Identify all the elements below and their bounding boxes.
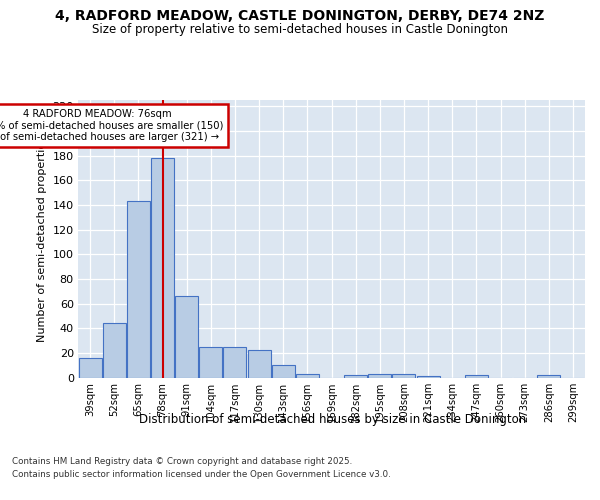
Bar: [392, 374, 415, 378]
Bar: [175, 296, 198, 378]
Bar: [344, 375, 367, 378]
Bar: [151, 158, 174, 378]
Bar: [465, 375, 488, 378]
Bar: [199, 346, 222, 378]
Y-axis label: Number of semi-detached properties: Number of semi-detached properties: [37, 136, 47, 342]
Bar: [296, 374, 319, 378]
Bar: [248, 350, 271, 378]
Bar: [103, 323, 125, 378]
Bar: [538, 375, 560, 378]
Text: Contains HM Land Registry data © Crown copyright and database right 2025.: Contains HM Land Registry data © Crown c…: [12, 457, 352, 466]
Bar: [416, 376, 440, 378]
Text: Size of property relative to semi-detached houses in Castle Donington: Size of property relative to semi-detach…: [92, 22, 508, 36]
Bar: [127, 201, 150, 378]
Text: Contains public sector information licensed under the Open Government Licence v3: Contains public sector information licen…: [12, 470, 391, 479]
Bar: [79, 358, 101, 378]
Text: Distribution of semi-detached houses by size in Castle Donington: Distribution of semi-detached houses by …: [139, 412, 527, 426]
Bar: [272, 365, 295, 378]
Bar: [223, 346, 247, 378]
Bar: [368, 374, 391, 378]
Text: 4 RADFORD MEADOW: 76sqm
← 30% of semi-detached houses are smaller (150)
63% of s: 4 RADFORD MEADOW: 76sqm ← 30% of semi-de…: [0, 108, 223, 142]
Text: 4, RADFORD MEADOW, CASTLE DONINGTON, DERBY, DE74 2NZ: 4, RADFORD MEADOW, CASTLE DONINGTON, DER…: [55, 9, 545, 23]
